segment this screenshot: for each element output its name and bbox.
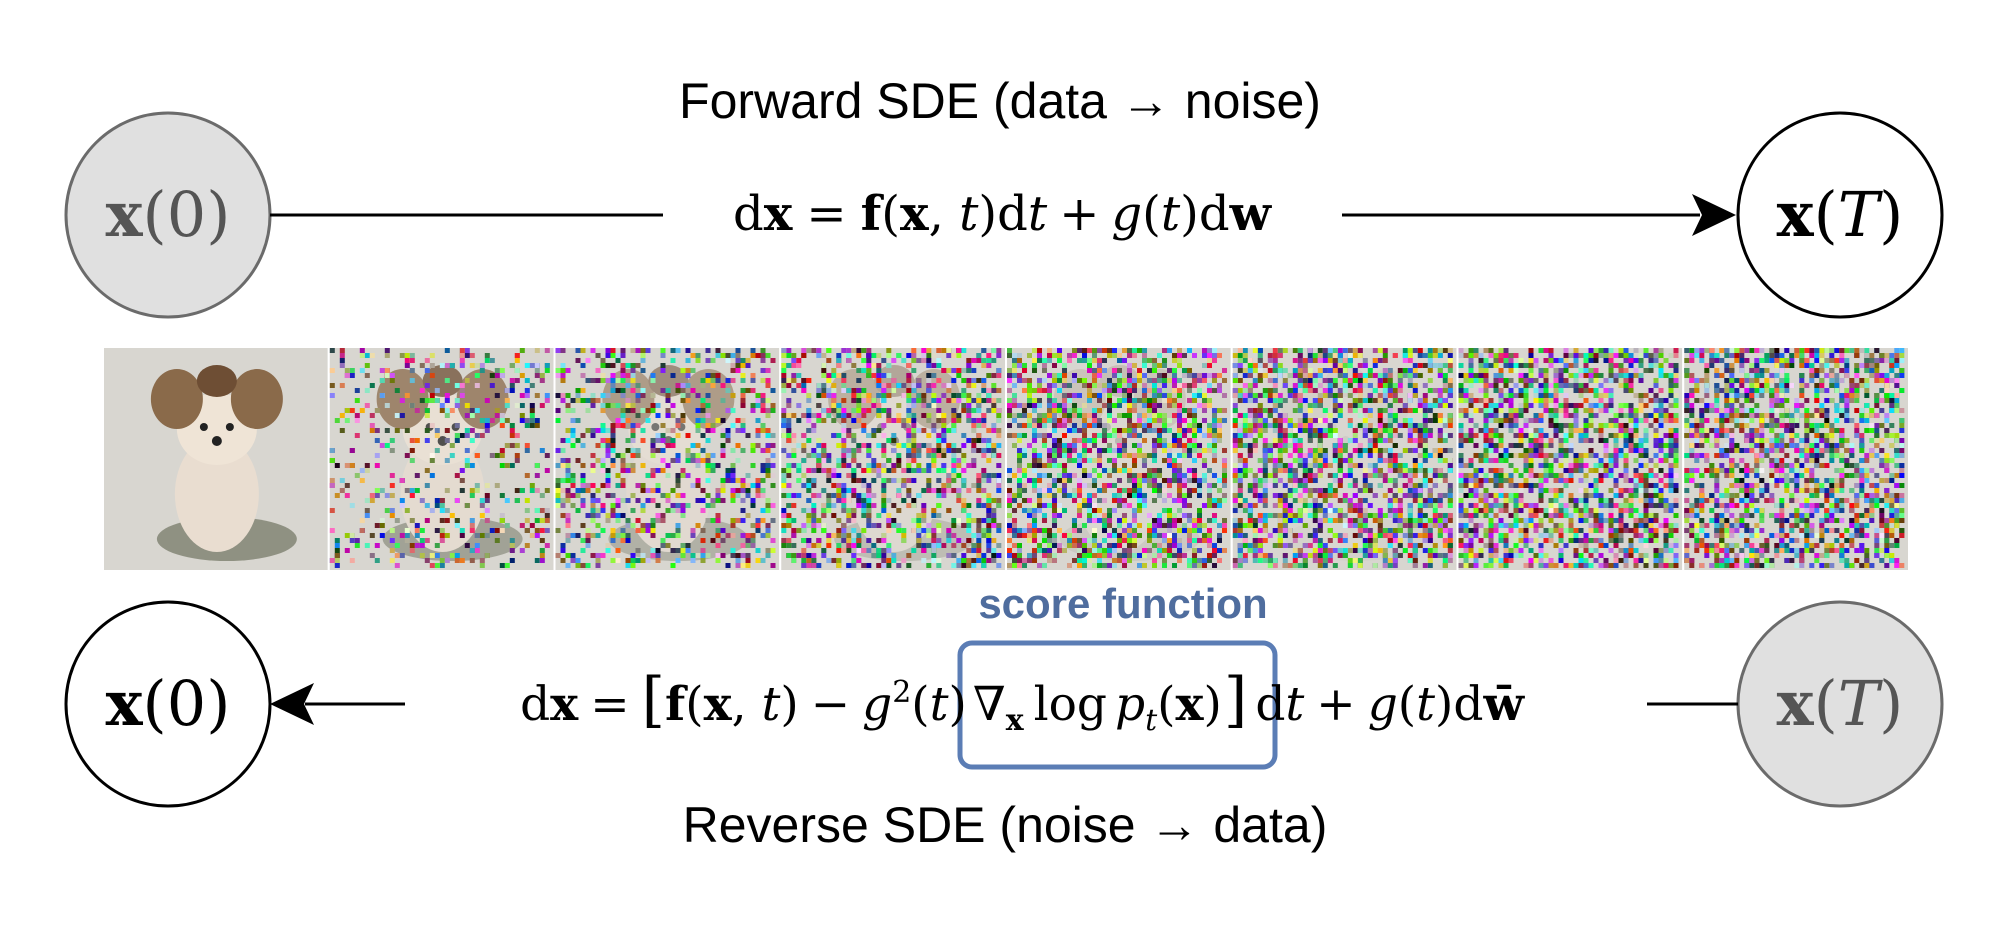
reverse-start-node-label: x(T)	[1777, 667, 1904, 740]
noise-pixels	[1232, 348, 1453, 568]
noise-frame-6	[1232, 348, 1459, 570]
forward-arrowhead	[1692, 194, 1736, 236]
reverse-sde-title: Reverse SDE (noise → data)	[683, 797, 1328, 853]
reverse-arrowhead	[270, 683, 314, 725]
noise-frame-5	[1007, 348, 1233, 570]
noise-pixels	[1458, 348, 1679, 568]
noise-pixels	[781, 348, 1002, 568]
score-function-box	[957, 640, 1278, 770]
noise-frame-4	[781, 348, 1007, 570]
dog-silhouette	[150, 365, 297, 561]
noise-pixels	[1007, 348, 1227, 568]
noise-pixels	[1684, 348, 1905, 568]
noise-frame-8	[1684, 348, 1910, 570]
noise-pixels	[555, 348, 776, 568]
forward-end-node-label: x(T)	[1777, 178, 1904, 251]
noise-pixels	[329, 348, 550, 568]
score-function-label: score function	[978, 580, 1267, 627]
forward-sde-title: Forward SDE (data → noise)	[679, 73, 1321, 129]
reverse-end-node-label: x(0)	[106, 667, 231, 740]
noise-frame-7	[1458, 348, 1685, 570]
noise-frame-1	[104, 348, 330, 570]
forward-start-node-label: x(0)	[106, 178, 231, 251]
forward-sde-equation: dx = f(x, t)dt + g(t)dw	[733, 186, 1273, 242]
diffusion-noise-strip	[104, 348, 1910, 570]
noise-frame-2	[329, 348, 556, 570]
noise-frame-3	[555, 348, 782, 570]
reverse-sde-equation: dx = [f(x, t) − g2(t) ∇x log pt(x)] dt + g(t)dw̄	[520, 665, 1525, 738]
forward-end-node	[1736, 111, 1944, 319]
